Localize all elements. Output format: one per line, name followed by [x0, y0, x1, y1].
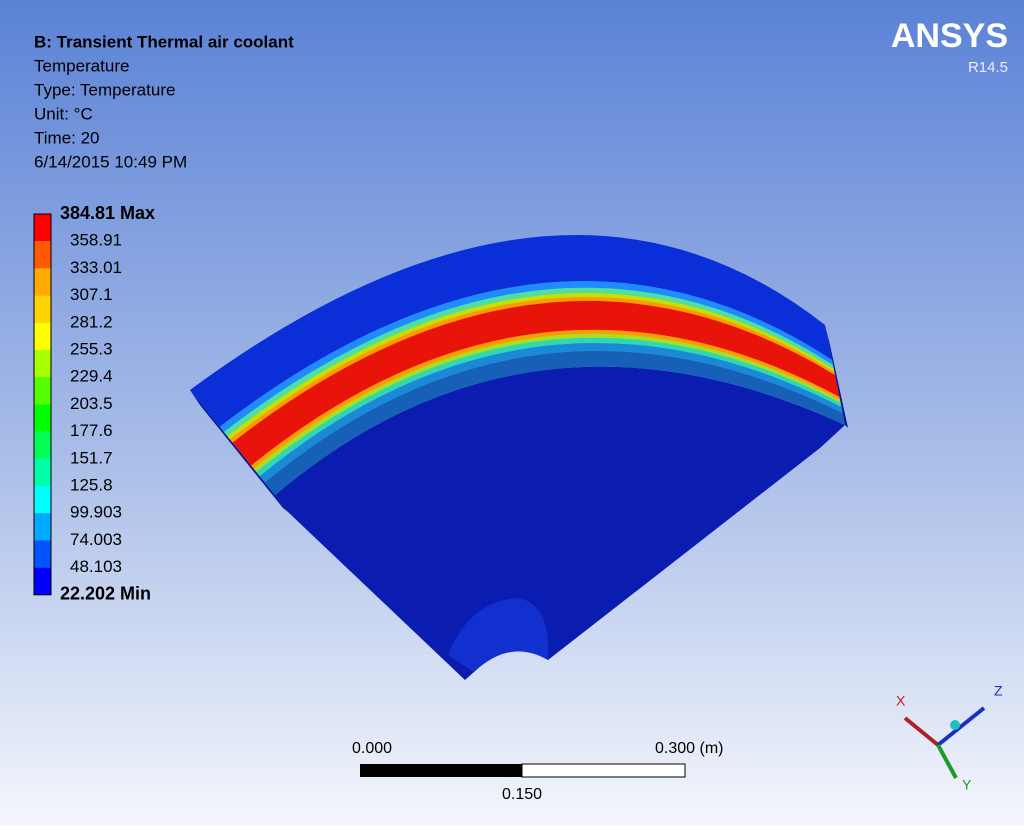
legend-label: 229.4 [70, 367, 113, 386]
info-line: Type: Temperature [34, 80, 175, 99]
legend-label: 48.103 [70, 557, 122, 576]
legend-swatch [34, 486, 51, 513]
result-title: B: Transient Thermal air coolant [34, 32, 294, 51]
legend-label: 125.8 [70, 475, 113, 494]
legend-label: 255.3 [70, 339, 113, 358]
triad-ball [950, 720, 960, 730]
logo: ANSYS [891, 17, 1008, 55]
legend-swatch [34, 214, 51, 241]
logo-version: R14.5 [968, 59, 1008, 76]
legend-swatch [34, 296, 51, 323]
legend-label: 281.2 [70, 312, 113, 331]
legend-label: 384.81 Max [60, 203, 155, 223]
legend-label: 307.1 [70, 285, 113, 304]
scale-segment [360, 764, 522, 777]
legend-label: 333.01 [70, 258, 122, 277]
legend-swatch [34, 459, 51, 486]
info-line: Unit: °C [34, 104, 93, 123]
triad-label: Z [994, 683, 1003, 699]
page: B: Transient Thermal air coolant Tempera… [0, 0, 1024, 825]
legend-label: 203.5 [70, 394, 113, 413]
legend-label: 74.003 [70, 530, 122, 549]
scale-label: 0.000 [352, 740, 392, 757]
legend-swatch [34, 540, 51, 567]
legend-swatch [34, 268, 51, 295]
legend-label: 177.6 [70, 421, 113, 440]
scale-label: 0.300 (m) [655, 740, 723, 757]
scale-label: 0.150 [502, 786, 542, 803]
legend-swatch [34, 513, 51, 540]
legend-label: 22.202 Min [60, 584, 151, 604]
info-line: 6/14/2015 10:49 PM [34, 152, 187, 171]
legend-label: 99.903 [70, 503, 122, 522]
triad-label: Y [962, 777, 972, 793]
viewport: B: Transient Thermal air coolant Tempera… [0, 0, 1024, 825]
legend-swatch [34, 404, 51, 431]
legend-swatch [34, 568, 51, 595]
legend-swatch [34, 241, 51, 268]
legend-swatch [34, 323, 51, 350]
info-line: Temperature [34, 56, 129, 75]
legend-swatch [34, 350, 51, 377]
legend-swatch [34, 377, 51, 404]
info-line: Time: 20 [34, 128, 100, 147]
triad-label: X [896, 693, 906, 709]
scale-segment [522, 764, 685, 777]
legend-swatch [34, 432, 51, 459]
legend-label: 358.91 [70, 231, 122, 250]
legend-label: 151.7 [70, 448, 113, 467]
